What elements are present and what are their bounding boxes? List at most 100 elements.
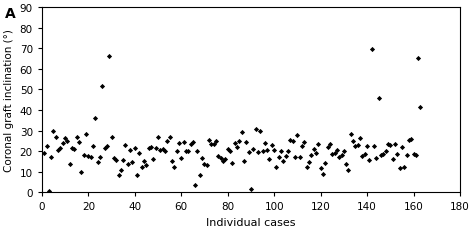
Point — [414, 57, 422, 61]
Point — [110, 157, 118, 161]
Point — [66, 163, 73, 167]
Point — [337, 154, 345, 158]
Point — [333, 149, 341, 152]
Point — [138, 165, 146, 169]
Point — [277, 150, 285, 154]
Point — [180, 141, 187, 144]
Point — [196, 173, 204, 177]
Point — [280, 159, 287, 163]
Point — [370, 144, 378, 148]
Y-axis label: Coronal graft inclination (°): Coronal graft inclination (°) — [4, 29, 14, 171]
Point — [136, 152, 143, 155]
Point — [217, 156, 225, 160]
Point — [89, 145, 97, 149]
Point — [68, 147, 76, 151]
Point — [375, 97, 383, 100]
Point — [282, 155, 290, 158]
Point — [284, 150, 292, 154]
Point — [82, 133, 90, 136]
Point — [84, 154, 92, 158]
Point — [393, 153, 401, 156]
Point — [342, 162, 350, 166]
Point — [328, 152, 336, 156]
Point — [336, 156, 343, 160]
Point — [191, 183, 199, 187]
Point — [208, 142, 215, 146]
Point — [221, 157, 229, 161]
Point — [203, 163, 210, 167]
Point — [122, 144, 129, 148]
Point — [310, 147, 318, 151]
Point — [377, 154, 385, 157]
Point — [321, 161, 329, 165]
Point — [298, 145, 306, 149]
Point — [287, 138, 294, 142]
Point — [47, 155, 55, 159]
Point — [73, 136, 81, 140]
Point — [127, 148, 134, 152]
Point — [365, 158, 373, 162]
Point — [40, 152, 48, 155]
Point — [359, 154, 366, 158]
Point — [398, 145, 406, 149]
Point — [349, 140, 357, 143]
Point — [101, 146, 109, 150]
Point — [252, 128, 259, 131]
Point — [264, 148, 271, 152]
Point — [99, 85, 106, 89]
Point — [215, 155, 222, 158]
Point — [382, 150, 390, 153]
Point — [417, 106, 424, 109]
Point — [363, 145, 371, 148]
Point — [391, 142, 399, 146]
Point — [407, 137, 415, 141]
Point — [168, 159, 176, 163]
Point — [373, 156, 380, 160]
Point — [164, 139, 171, 143]
Point — [410, 152, 417, 156]
Point — [268, 144, 275, 147]
Point — [312, 152, 320, 155]
Point — [173, 149, 181, 153]
Point — [266, 157, 273, 161]
Point — [326, 143, 334, 146]
Point — [131, 146, 138, 150]
Point — [245, 151, 252, 155]
Point — [156, 149, 164, 153]
Point — [347, 133, 355, 137]
Point — [140, 160, 148, 163]
Point — [61, 137, 69, 140]
Point — [224, 147, 231, 151]
Point — [275, 155, 283, 159]
Point — [187, 143, 194, 146]
Point — [361, 153, 368, 156]
Point — [50, 130, 57, 133]
Point — [78, 170, 85, 174]
Point — [293, 134, 301, 137]
Point — [194, 150, 201, 154]
Point — [103, 144, 111, 148]
Point — [112, 158, 120, 162]
Point — [352, 145, 359, 149]
Point — [119, 158, 127, 162]
Point — [175, 142, 182, 146]
Point — [198, 156, 206, 160]
Point — [150, 157, 157, 161]
Point — [159, 147, 166, 151]
Point — [231, 141, 238, 145]
Point — [201, 162, 208, 166]
Point — [243, 141, 250, 145]
Point — [345, 168, 352, 172]
Point — [108, 136, 115, 140]
Point — [171, 165, 178, 169]
Point — [305, 160, 313, 164]
Point — [356, 136, 364, 140]
Point — [105, 55, 113, 58]
Point — [324, 146, 331, 150]
Point — [303, 166, 310, 169]
Point — [128, 161, 136, 164]
Point — [143, 163, 150, 167]
Point — [386, 143, 394, 147]
Point — [59, 142, 66, 146]
Point — [205, 139, 213, 142]
